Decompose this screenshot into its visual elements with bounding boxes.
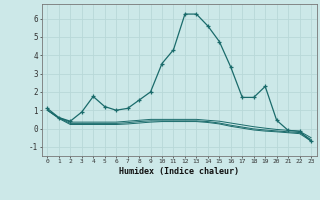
X-axis label: Humidex (Indice chaleur): Humidex (Indice chaleur) <box>119 167 239 176</box>
